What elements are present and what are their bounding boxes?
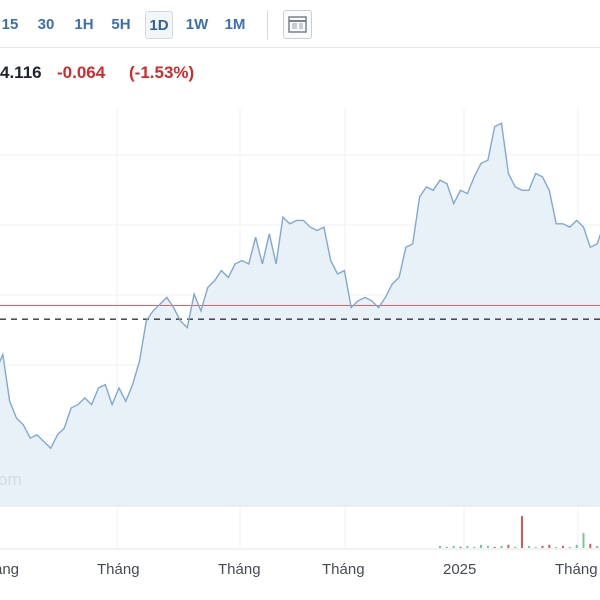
volume-bar — [527, 545, 530, 548]
x-tick-label: ang — [0, 561, 19, 578]
x-tick-label: Tháng — [97, 561, 140, 578]
volume-bar — [521, 516, 523, 548]
volume-bars — [439, 516, 599, 549]
timeframe-15-button[interactable]: 15 — [1, 16, 19, 33]
x-tick-label: Tháng — [218, 561, 261, 578]
volume-bar — [568, 546, 571, 548]
x-tick-label: 2025 — [443, 561, 476, 578]
volume-bar — [439, 545, 441, 548]
table-layout-icon — [288, 16, 307, 33]
volume-bar — [452, 545, 455, 548]
volume-bar — [466, 545, 469, 548]
volume-bar — [445, 546, 448, 548]
price-line — [0, 122, 600, 450]
volume-bar — [589, 543, 592, 549]
volume-bar — [582, 533, 585, 548]
volume-bar — [500, 545, 503, 548]
volume-bar — [548, 544, 551, 548]
chart-toolbar: 15 30 1H 5H 1D 1W 1M — [0, 0, 600, 48]
timeframe-1w-button[interactable]: 1W — [185, 16, 209, 33]
volume-bar — [459, 546, 462, 548]
volume-bar — [575, 544, 578, 548]
toolbar-separator — [267, 10, 268, 40]
timeframe-1m-button[interactable]: 1M — [224, 16, 246, 33]
volume-bar — [507, 544, 510, 548]
timeframe-30-button[interactable]: 30 — [37, 16, 55, 33]
volume-bar — [555, 546, 558, 548]
volume-bar — [596, 545, 599, 548]
x-tick-label: Tháng — [322, 561, 365, 578]
price-area — [0, 123, 600, 506]
x-tick-label: Tháng — [555, 561, 598, 578]
chart-grid — [0, 108, 600, 549]
price-change: -0.064 — [57, 63, 106, 82]
last-price: 4.116 — [0, 63, 42, 82]
volume-bar — [534, 546, 537, 548]
layout-button[interactable] — [283, 10, 312, 39]
volume-bar — [514, 546, 517, 548]
price-change-percent: (-1.53%) — [129, 63, 195, 82]
volume-bar — [562, 545, 564, 548]
volume-bar — [473, 546, 476, 548]
timeframe-5h-button[interactable]: 5H — [111, 16, 131, 33]
timeframe-1d-button[interactable]: 1D — [145, 11, 173, 39]
volume-bar — [480, 544, 482, 548]
x-axis-labels: ang Tháng Tháng Tháng 2025 Tháng — [0, 561, 598, 578]
volume-bar — [541, 545, 544, 548]
timeframe-1h-button[interactable]: 1H — [74, 16, 94, 33]
watermark-text: om — [0, 470, 22, 489]
volume-bar — [493, 546, 496, 548]
volume-bar — [486, 545, 489, 548]
